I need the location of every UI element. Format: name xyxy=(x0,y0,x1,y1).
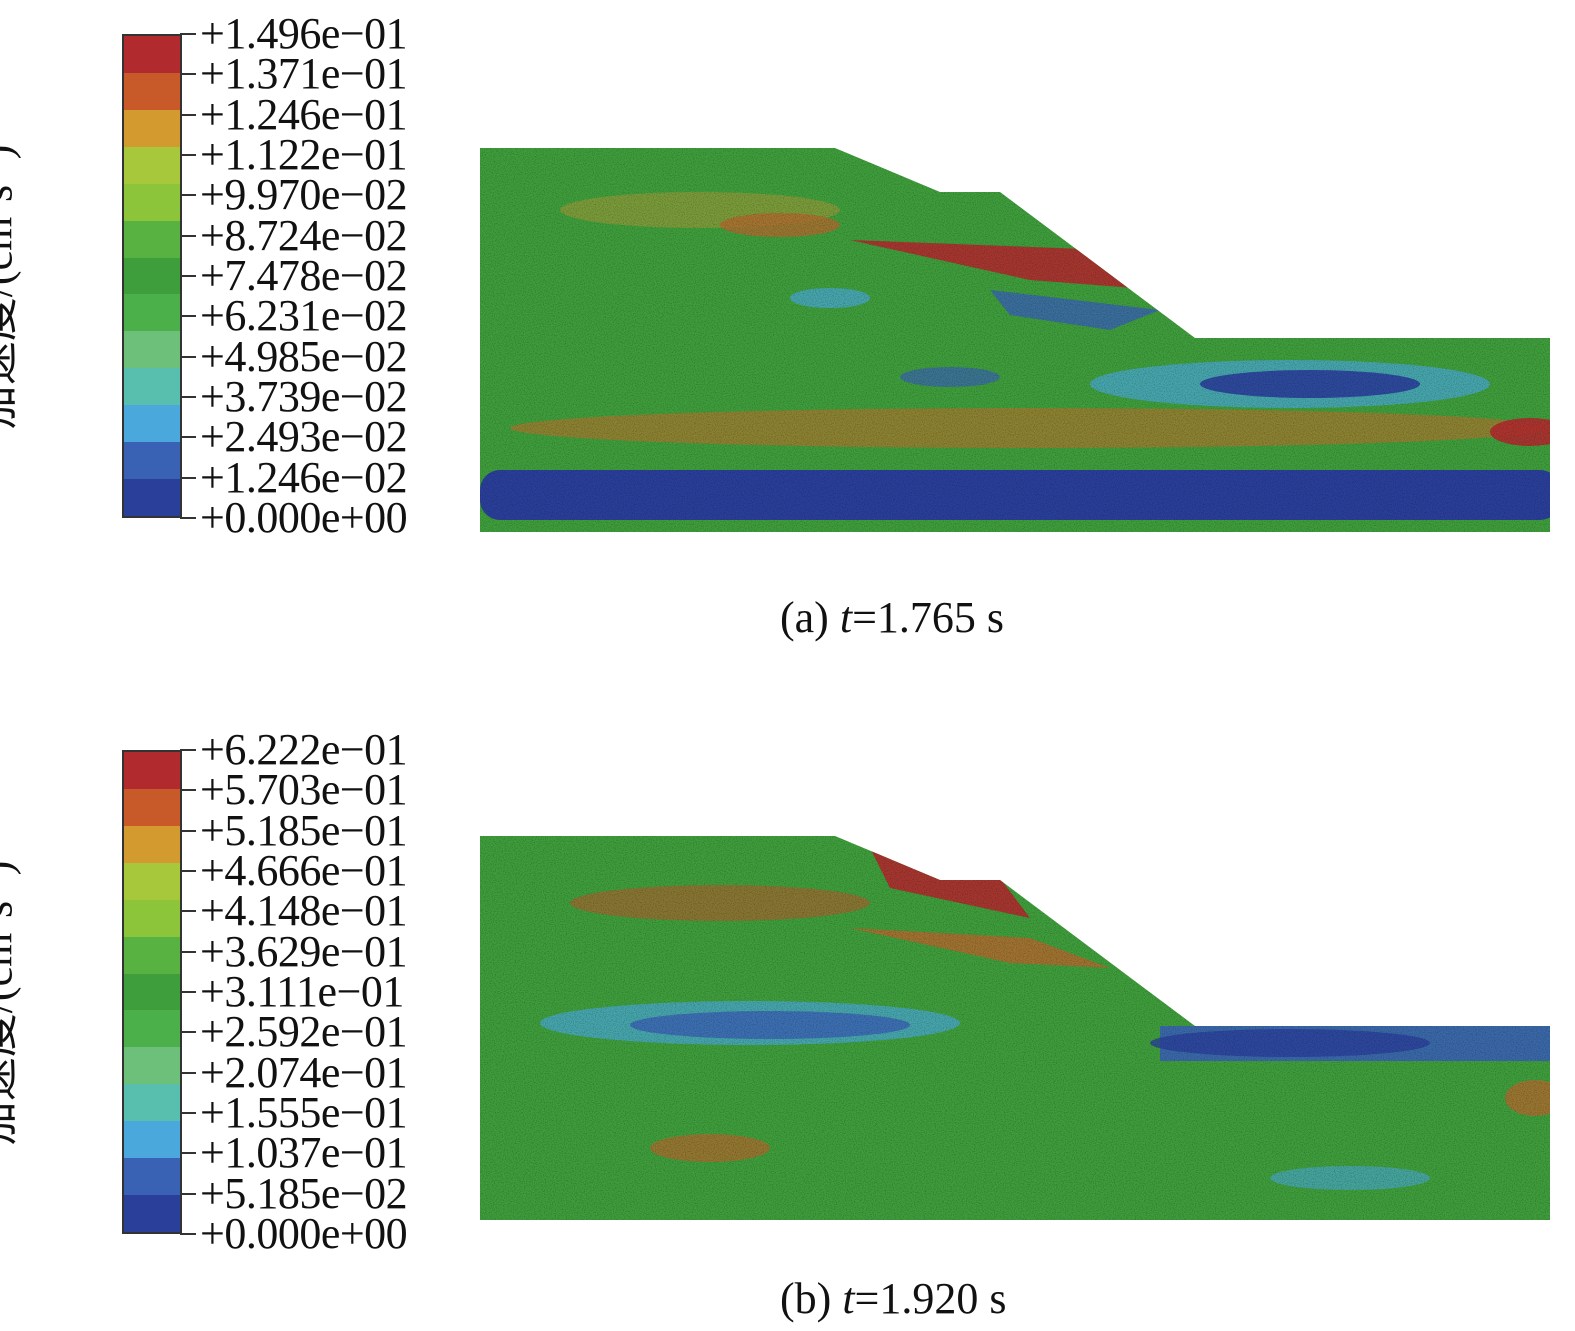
colorbar-tick xyxy=(180,194,196,197)
colorbar-tick xyxy=(180,517,196,519)
colorbar-tick-label: +0.000e+00 xyxy=(200,1209,408,1258)
colorbar-segment xyxy=(124,331,180,369)
colorbar-tick-label: +1.246e−01 xyxy=(200,89,408,139)
colorbar-tick xyxy=(180,910,196,913)
colorbar-tick xyxy=(180,33,196,35)
colorbar-tick-label: +5.185e−01 xyxy=(200,805,408,855)
colorbar-tick xyxy=(180,1233,196,1235)
colorbar-tick xyxy=(180,870,196,872)
caption-a: (a) t=1.765 s xyxy=(780,593,1005,642)
colorbar-segment xyxy=(124,788,180,827)
colorbar-tick-label: +4.666e−01 xyxy=(200,846,408,895)
colorbar-tick-label: +1.371e−01 xyxy=(200,49,408,99)
colorbar-segment xyxy=(124,220,180,259)
colorbar-tick-label: +1.037e−01 xyxy=(200,1128,408,1178)
colorbar-tick xyxy=(180,436,196,439)
colorbar-segment xyxy=(124,109,180,148)
colorbar-b xyxy=(122,750,182,1234)
colorbar-tick xyxy=(180,1152,196,1155)
colorbar-tick-label: +5.185e−02 xyxy=(200,1168,408,1218)
colorbar-tick-label: +3.111e−01 xyxy=(200,967,404,1016)
y-unit-label-b: 加速度/(cm·s−2) xyxy=(0,861,22,1146)
colorbar-tick-label: +1.246e−02 xyxy=(200,452,408,502)
colorbar-tick xyxy=(180,1071,196,1074)
colorbar-segment xyxy=(124,183,180,222)
colorbar-tick xyxy=(180,154,196,156)
colorbar-tick-label: +2.074e−01 xyxy=(200,1047,408,1097)
colorbar-tick-label: +4.148e−01 xyxy=(200,886,408,936)
colorbar-tick-label: +6.222e−01 xyxy=(200,725,408,774)
colorbar-tick-label: +3.629e−01 xyxy=(200,926,408,976)
colorbar-tick xyxy=(180,234,196,237)
colorbar-tick xyxy=(180,749,196,751)
colorbar-segment xyxy=(124,752,180,790)
colorbar-segment xyxy=(124,1195,180,1233)
colorbar-segment xyxy=(124,825,180,864)
colorbar-tick-label: +9.970e−02 xyxy=(200,170,408,220)
colorbar-tick xyxy=(180,275,196,277)
colorbar-segment xyxy=(124,405,180,443)
colorbar-segment xyxy=(124,936,180,975)
colorbar-tick xyxy=(180,355,196,358)
colorbar-tick-label: +1.122e−01 xyxy=(200,130,408,179)
colorbar-tick-label: +5.703e−01 xyxy=(200,765,408,815)
colorbar-tick-label: +3.739e−02 xyxy=(200,372,408,421)
colorbar-tick xyxy=(180,1031,196,1034)
colorbar-tick-label: +8.724e−02 xyxy=(200,210,408,260)
colorbar-tick xyxy=(180,829,196,832)
colorbar-segment xyxy=(124,1084,180,1122)
colorbar-segment xyxy=(124,36,180,74)
colorbar-segment xyxy=(124,1158,180,1196)
colorbar-tick xyxy=(180,950,196,953)
colorbar-segment xyxy=(124,442,180,480)
colorbar-tick xyxy=(180,991,196,993)
colorbar-segment xyxy=(124,294,180,332)
colorbar-tick xyxy=(180,1112,196,1114)
colorbar-segment xyxy=(124,146,180,185)
colorbar-tick-label: +0.000e+00 xyxy=(200,493,408,542)
colorbar-tick-label: +2.592e−01 xyxy=(200,1007,408,1057)
colorbar-segment xyxy=(124,862,180,901)
colorbar-tick xyxy=(180,73,196,76)
colorbar-tick-label: +1.496e−01 xyxy=(200,9,408,58)
slope-contour-a xyxy=(480,148,1550,532)
colorbar-segment xyxy=(124,368,180,406)
caption-b: (b) t=1.920 s xyxy=(780,1274,1007,1323)
colorbar-tick-label: +2.493e−02 xyxy=(200,412,408,462)
colorbar-segment xyxy=(124,257,180,295)
panel-b: 加速度/(cm·s−2) (b) t=1.920 s +6.222e−01+5.… xyxy=(0,688,1575,1331)
colorbar-segment xyxy=(124,899,180,938)
panel-a: 加速度/(cm·s−2) (a) t=1.765 s +1.496e−01+1.… xyxy=(0,0,1575,660)
colorbar-a xyxy=(122,34,182,518)
colorbar-tick-label: +1.555e−01 xyxy=(200,1088,408,1137)
colorbar-segment xyxy=(124,1121,180,1159)
colorbar-tick xyxy=(180,396,196,398)
colorbar-tick xyxy=(180,1192,196,1195)
colorbar-tick xyxy=(180,476,196,479)
colorbar-tick xyxy=(180,789,196,792)
colorbar-segment xyxy=(124,1047,180,1085)
colorbar-segment xyxy=(124,1010,180,1048)
colorbar-segment xyxy=(124,72,180,111)
slope-contour-b xyxy=(480,836,1550,1220)
colorbar-tick xyxy=(180,315,196,318)
y-unit-label-a: 加速度/(cm·s−2) xyxy=(0,145,22,430)
colorbar-segment xyxy=(124,479,180,517)
colorbar-tick-label: +4.985e−02 xyxy=(200,331,408,381)
colorbar-tick-label: +6.231e−02 xyxy=(200,291,408,341)
colorbar-tick xyxy=(180,113,196,116)
colorbar-segment xyxy=(124,973,180,1011)
colorbar-tick-label: +7.478e−02 xyxy=(200,251,408,300)
